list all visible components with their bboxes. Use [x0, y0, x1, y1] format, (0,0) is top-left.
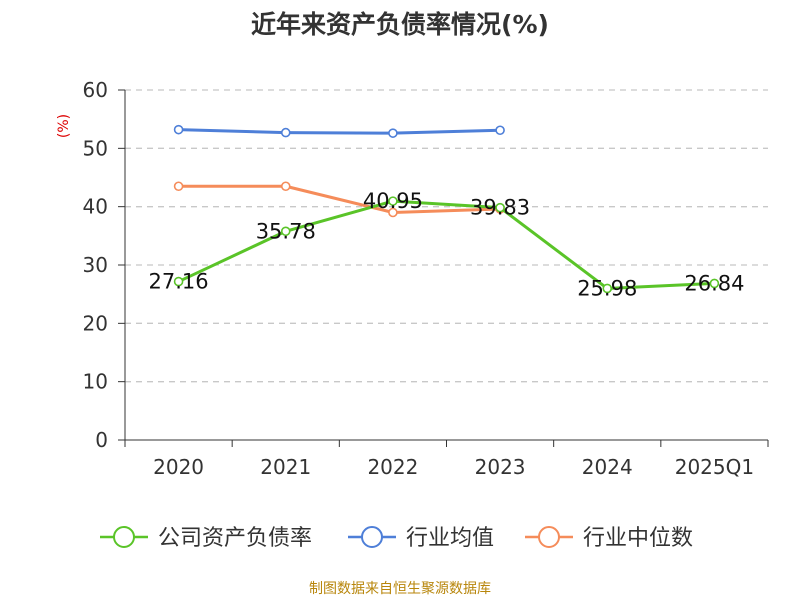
y-tick-label: 30	[83, 253, 108, 277]
x-tick-label: 2024	[582, 455, 633, 479]
x-tick-label: 2021	[260, 455, 311, 479]
y-tick-label: 0	[95, 428, 108, 452]
axes: 0 10 20 30 40 50 60 2020 2021 2022 2023 2024 2025Q1	[83, 78, 769, 479]
legend-marker	[538, 526, 560, 548]
x-tick-label: 2022	[367, 455, 418, 479]
data-label: 25.98	[577, 276, 637, 300]
series-line	[178, 184, 501, 214]
data-point	[495, 125, 505, 136]
data-point	[388, 207, 398, 218]
data-label: 39.83	[470, 196, 530, 220]
x-tick-label: 2020	[153, 455, 204, 479]
y-tick-label: 20	[83, 311, 108, 335]
legend-label: 公司资产负债率	[158, 526, 312, 551]
y-tick-label: 40	[83, 195, 108, 219]
series-line	[177, 199, 715, 290]
legend: 公司资产负债率 行业均值 行业中位数	[100, 526, 693, 551]
data-point	[495, 202, 505, 213]
data-point	[173, 276, 184, 287]
data-label: 27.16	[149, 270, 209, 294]
grid-lines	[125, 89, 768, 383]
data-label: 26.84	[684, 271, 744, 295]
data-label: 35.78	[256, 219, 316, 243]
x-tick-label: 2023	[475, 455, 526, 479]
series-line	[178, 128, 501, 135]
data-point	[280, 181, 291, 192]
data-labels: 27.16 35.78 40.95 39.83 25.98 26.84	[149, 189, 745, 300]
data-point	[388, 196, 398, 206]
data-point	[602, 283, 613, 294]
y-tick-label: 60	[83, 78, 108, 102]
y-axis-label: (%)	[56, 114, 72, 138]
source-note: 制图数据来自恒生聚源数据库	[309, 581, 491, 597]
y-tick-label: 50	[83, 136, 108, 160]
legend-label: 行业中位数	[583, 526, 693, 551]
legend-marker	[361, 526, 383, 548]
data-point	[280, 127, 291, 138]
data-point	[280, 226, 291, 237]
series-lines	[173, 124, 720, 294]
chart-title: 近年来资产负债率情况(%)	[251, 10, 549, 39]
data-point	[709, 278, 720, 289]
legend-marker	[113, 526, 135, 548]
legend-label: 行业均值	[406, 526, 494, 551]
data-point	[173, 124, 184, 135]
y-tick-label: 10	[83, 370, 108, 394]
data-point	[388, 128, 398, 138]
data-label: 40.95	[363, 189, 423, 213]
data-point	[173, 181, 184, 192]
x-tick-label: 2025Q1	[675, 455, 754, 479]
